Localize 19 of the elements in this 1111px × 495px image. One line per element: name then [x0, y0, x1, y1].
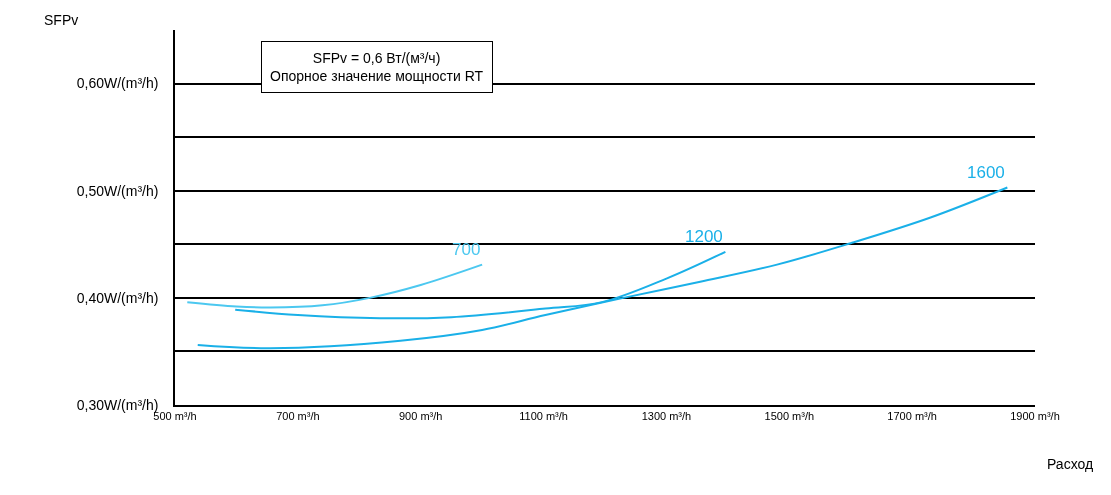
x-tick-label: 1900 m³/h: [1010, 409, 1060, 422]
x-tick-label: 1500 m³/h: [764, 409, 815, 422]
y-tick-label: 0,30W/(m³/h): [76, 396, 159, 413]
y-tick-label: 0,50W/(m³/h): [76, 182, 159, 199]
y-tick-label: 0,40W/(m³/h): [76, 289, 159, 306]
x-tick-label: 700 m³/h: [276, 409, 320, 422]
line-series: [186, 263, 484, 309]
y-tick-label: 0,60W/(m³/h): [76, 75, 159, 92]
x-axis-title: Расход: [1047, 456, 1094, 472]
series-label: 1200: [685, 227, 723, 246]
x-tick-label: 1700 m³/h: [887, 409, 937, 422]
x-tick-label: 1300 m³/h: [641, 409, 692, 422]
x-tick-label: 1100 m³/h: [519, 409, 568, 422]
series-label: 1600: [967, 163, 1005, 182]
line-series: [196, 186, 1009, 350]
x-tick-label: 900 m³/h: [399, 409, 443, 422]
series-label: 700: [452, 240, 481, 259]
y-axis-title: SFPv: [44, 12, 79, 28]
annotation: SFPv = 0,6 Вт/(м³/ч) Опорное значение мощности RT: [270, 50, 484, 85]
